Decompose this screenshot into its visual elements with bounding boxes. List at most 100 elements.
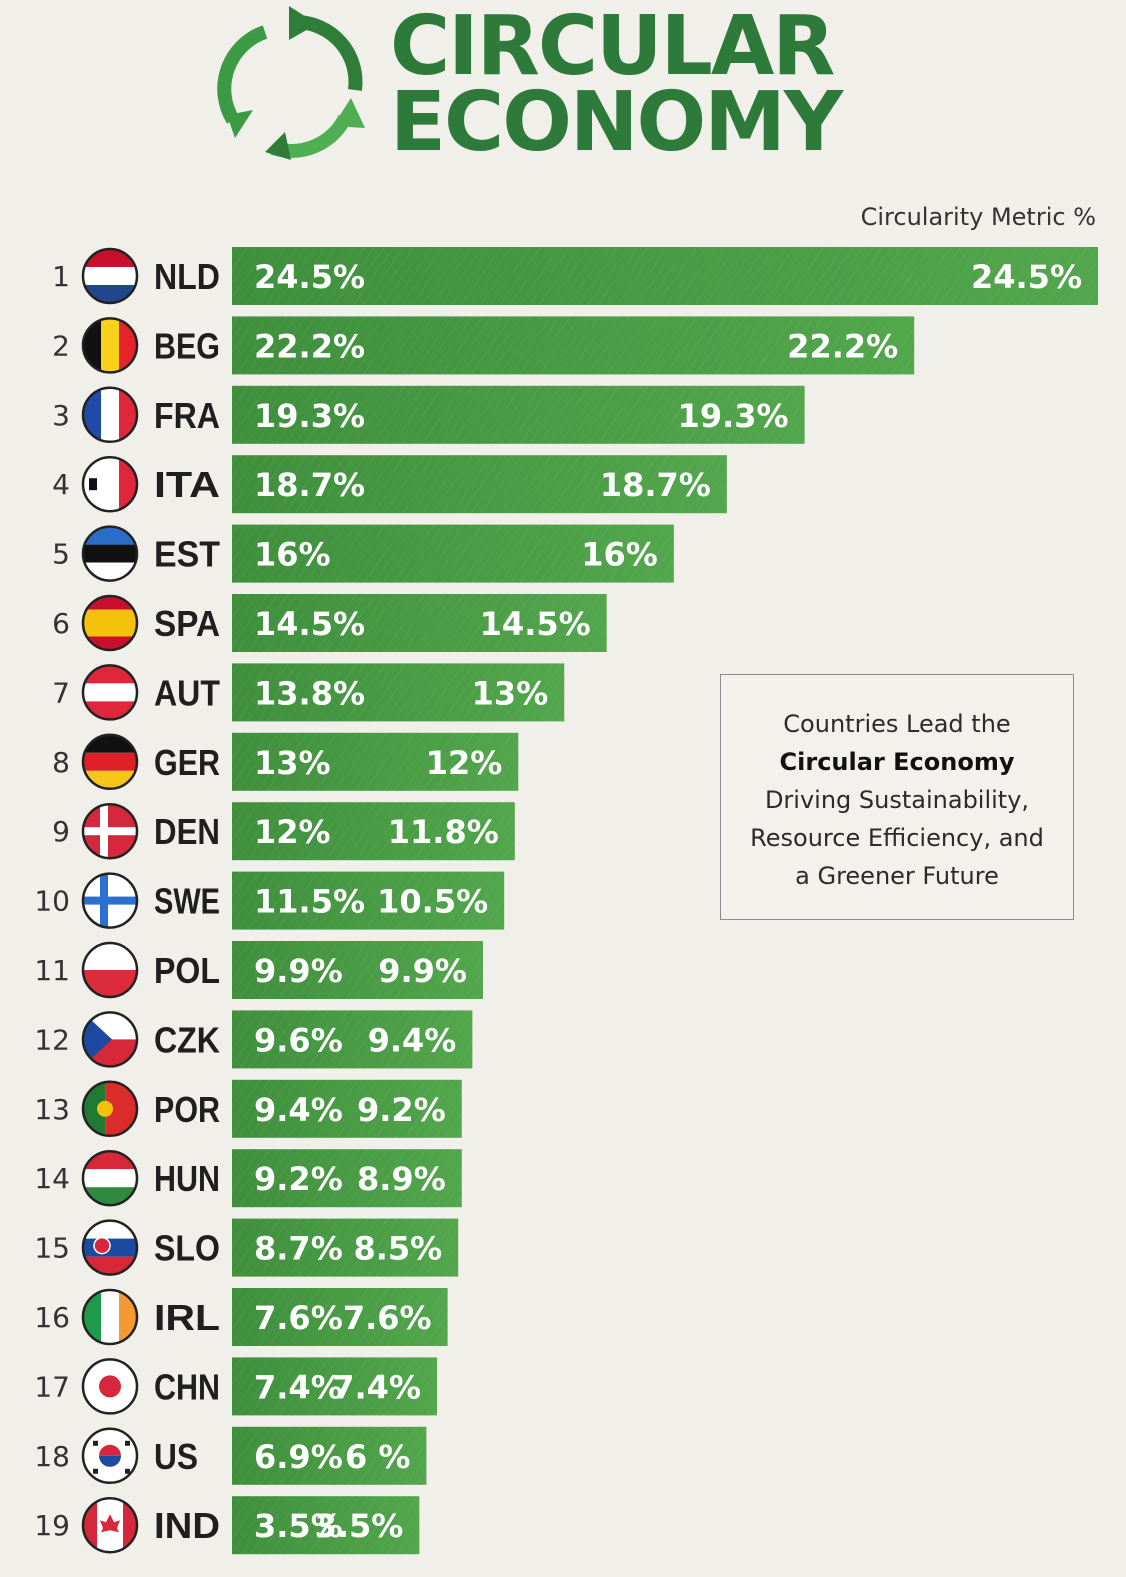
country-code-label: FRA — [154, 395, 220, 436]
bar-texture — [232, 1218, 459, 1277]
bar-value-right: 11.8% — [388, 813, 499, 851]
bar-value-left: 11.5% — [254, 883, 365, 921]
rank-label: 12 — [34, 1023, 70, 1056]
bar-texture — [232, 1426, 427, 1485]
estonia-flag-icon — [81, 525, 139, 582]
bar-value-left: 24.5% — [254, 258, 365, 296]
bar-value-right: 7.6% — [343, 1299, 432, 1337]
france-flag-icon — [81, 386, 139, 444]
slovakia-flag-icon — [81, 1219, 139, 1276]
callout-box: Countries Lead the Circular Economy Driv… — [720, 674, 1074, 920]
bar-value-right: 8.9% — [357, 1160, 446, 1198]
country-code-label: IRL — [154, 1297, 220, 1338]
rank-label: 3 — [52, 399, 70, 432]
rank-label: 2 — [52, 329, 70, 362]
bar-value-right: 12% — [426, 744, 503, 782]
country-code-label: BEG — [154, 325, 220, 366]
country-code-label: DEN — [154, 811, 220, 852]
bar-value-right: 6 % — [345, 1438, 410, 1476]
country-code-label: IND — [154, 1505, 220, 1546]
rank-label: 8 — [52, 746, 70, 779]
bar-value-left: 13.8% — [254, 674, 365, 712]
country-code-label: POL — [154, 950, 220, 991]
rank-label: 5 — [52, 538, 70, 571]
bar-texture — [232, 871, 505, 930]
spain-flag-icon — [81, 594, 139, 652]
country-code-label: CZK — [154, 1019, 220, 1060]
title-line-1: CIRCULAR — [390, 0, 835, 94]
bar-texture — [232, 524, 674, 583]
korea-flag-icon — [81, 1427, 139, 1485]
bar-texture — [232, 1149, 462, 1208]
bar-texture — [232, 385, 805, 444]
canada-flag-icon — [81, 1496, 139, 1554]
rank-label: 14 — [34, 1162, 70, 1195]
rank-label: 19 — [34, 1509, 70, 1542]
bar-value-right: 24.5% — [971, 258, 1082, 296]
country-code-label: NLD — [154, 256, 220, 297]
czech-flag-icon — [81, 1011, 139, 1068]
bar-texture — [232, 1010, 473, 1069]
callout-line-2: Circular Economy — [779, 748, 1015, 776]
country-code-label: EST — [154, 534, 220, 575]
bar-value-left: 9.6% — [254, 1021, 343, 1059]
bar-texture — [232, 1496, 420, 1555]
country-code-label: CHN — [154, 1366, 220, 1407]
bar-value-right: 9.4% — [368, 1021, 457, 1059]
bar-value-right: 8.5% — [353, 1230, 442, 1268]
axis-metric-label: Circularity Metric % — [860, 203, 1096, 231]
country-code-label: POR — [154, 1089, 220, 1130]
bar-texture — [232, 1079, 462, 1138]
rank-label: 16 — [34, 1301, 70, 1334]
bar-value-right: 9.9% — [378, 952, 467, 990]
bar-texture — [232, 941, 483, 999]
rank-label: 11 — [34, 954, 70, 987]
country-code-label: SLO — [154, 1228, 220, 1269]
bar-value-right: 14.5% — [480, 605, 591, 643]
bar-value-right: 3.5% — [315, 1507, 404, 1545]
rank-label: 17 — [34, 1370, 70, 1403]
bar-value-left: 9.4% — [254, 1091, 343, 1129]
bar-texture — [232, 247, 1098, 305]
bar-texture — [232, 1357, 438, 1416]
bar-value-left: 14.5% — [254, 605, 365, 643]
bar-value-left: 19.3% — [254, 397, 365, 435]
bar-value-right: 22.2% — [787, 327, 898, 365]
bar-texture — [232, 455, 727, 514]
ireland-flag-icon — [81, 1288, 139, 1346]
country-code-label: US — [154, 1436, 198, 1477]
bar-texture — [232, 732, 519, 791]
rank-label: 9 — [52, 815, 70, 848]
country-code-label: SWE — [154, 881, 220, 922]
recycle-arrows-icon — [217, 6, 365, 160]
callout-line-5: a Greener Future — [795, 862, 999, 890]
country-code-label: ITA — [154, 464, 220, 505]
bar-value-left: 7.6% — [254, 1299, 343, 1337]
belgium-flag-icon — [81, 317, 139, 374]
bar-value-left: 3.5% — [254, 1507, 343, 1545]
bar-value-left: 8.7% — [254, 1230, 343, 1268]
netherlands-flag-icon — [81, 247, 139, 305]
poland-flag-icon — [81, 941, 139, 999]
bar-value-right: 19.3% — [678, 397, 789, 435]
bar-value-left: 13% — [254, 744, 331, 782]
italy-flag-icon — [81, 455, 139, 513]
country-code-label: HUN — [154, 1158, 220, 1199]
bar-value-left: 18.7% — [254, 466, 365, 504]
rank-label: 7 — [52, 676, 70, 709]
bar-texture — [232, 316, 915, 375]
bar-texture — [232, 663, 565, 722]
bar-value-left: 6.9% — [254, 1438, 343, 1476]
callout-line-3: Driving Sustainability, — [764, 786, 1030, 814]
sweden-flag-icon — [81, 872, 139, 929]
bar-value-left: 9.2% — [254, 1160, 343, 1198]
rank-label: 4 — [52, 468, 70, 501]
bar-texture — [232, 1288, 448, 1346]
title-line-2: ECONOMY — [390, 75, 843, 170]
rank-label: 18 — [34, 1440, 70, 1473]
germany-flag-icon — [81, 733, 139, 791]
rank-label: 1 — [52, 260, 70, 293]
austria-flag-icon — [81, 664, 139, 721]
rank-label: 6 — [52, 607, 70, 640]
